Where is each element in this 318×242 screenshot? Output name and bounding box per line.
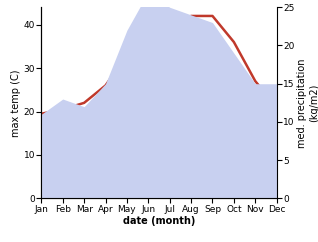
Y-axis label: max temp (C): max temp (C) <box>11 69 21 136</box>
X-axis label: date (month): date (month) <box>123 216 195 227</box>
Y-axis label: med. precipitation
(kg/m2): med. precipitation (kg/m2) <box>297 58 318 148</box>
